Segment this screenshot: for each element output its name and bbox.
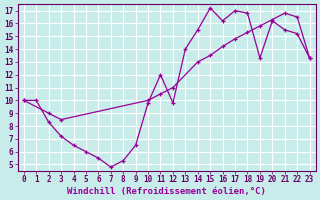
- X-axis label: Windchill (Refroidissement éolien,°C): Windchill (Refroidissement éolien,°C): [67, 187, 266, 196]
